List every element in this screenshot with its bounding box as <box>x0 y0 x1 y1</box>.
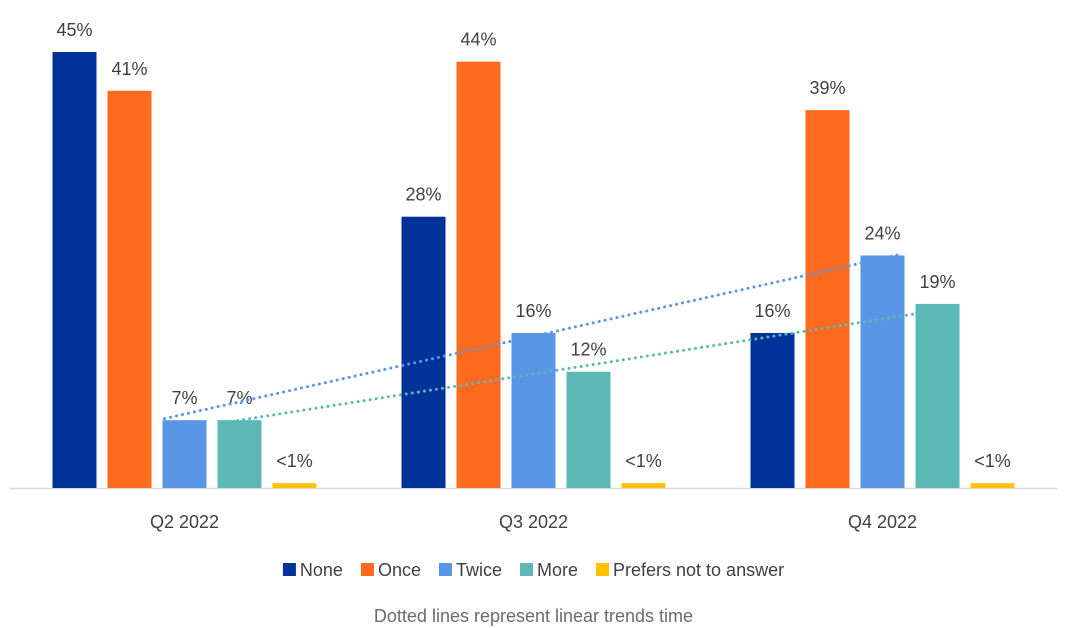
bar-none-q2-2022 <box>52 52 97 488</box>
legend-label-once: Once <box>378 560 421 580</box>
bar-none-q3-2022 <box>401 216 446 488</box>
data-label-none-q2-2022: 45% <box>56 20 92 40</box>
bar-prefers-not-to-answer-q4-2022 <box>970 483 1015 488</box>
data-label-none-q4-2022: 16% <box>754 301 790 321</box>
trendline-twice <box>163 252 904 421</box>
bar-more-q4-2022 <box>915 303 960 488</box>
bar-twice-q4-2022 <box>860 255 905 488</box>
data-label-more-q2-2022: 7% <box>226 388 252 408</box>
data-label-twice-q2-2022: 7% <box>171 388 197 408</box>
data-label-prefers-not-to-answer-q4-2022: <1% <box>974 451 1011 471</box>
data-label-more-q3-2022: 12% <box>570 340 606 360</box>
legend-label-more: More <box>537 560 578 580</box>
legend-swatch-more <box>519 563 533 576</box>
legend-swatch-none <box>282 563 296 576</box>
legend-label-none: None <box>300 560 343 580</box>
bar-prefers-not-to-answer-q3-2022 <box>621 483 666 488</box>
bar-once-q3-2022 <box>456 61 501 488</box>
data-label-once-q2-2022: 41% <box>111 59 147 79</box>
bar-more-q2-2022 <box>217 420 262 488</box>
footnote: Dotted lines represent linear trends tim… <box>373 606 694 626</box>
data-label-once-q4-2022: 39% <box>809 78 845 98</box>
data-label-none-q3-2022: 28% <box>405 185 441 205</box>
data-label-twice-q4-2022: 24% <box>864 223 900 243</box>
bar-once-q4-2022 <box>805 110 850 488</box>
legend-swatch-twice <box>438 563 452 576</box>
category-label-q3-2022: Q3 2022 <box>499 512 568 532</box>
bar-prefers-not-to-answer-q2-2022 <box>272 483 317 488</box>
data-label-twice-q3-2022: 16% <box>515 301 551 321</box>
bar-more-q3-2022 <box>566 371 611 488</box>
legend-swatch-once <box>360 563 374 576</box>
data-label-more-q4-2022: 19% <box>919 272 955 292</box>
data-label-prefers-not-to-answer-q3-2022: <1% <box>625 451 662 471</box>
bar-none-q4-2022 <box>750 332 795 488</box>
category-label-q4-2022: Q4 2022 <box>848 512 917 532</box>
legend-swatch-prefers-not-to-answer <box>596 563 609 576</box>
legend-label-twice: Twice <box>456 560 502 580</box>
bar-twice-q3-2022 <box>511 332 556 488</box>
bar-twice-q2-2022 <box>162 420 207 488</box>
data-label-prefers-not-to-answer-q2-2022: <1% <box>276 451 313 471</box>
trendline-more <box>218 305 959 425</box>
data-label-once-q3-2022: 44% <box>460 30 496 50</box>
bar-once-q2-2022 <box>107 90 152 488</box>
legend-label-prefers-not-to-answer: Prefers not to answer <box>613 560 784 580</box>
category-label-q2-2022: Q2 2022 <box>150 512 219 532</box>
